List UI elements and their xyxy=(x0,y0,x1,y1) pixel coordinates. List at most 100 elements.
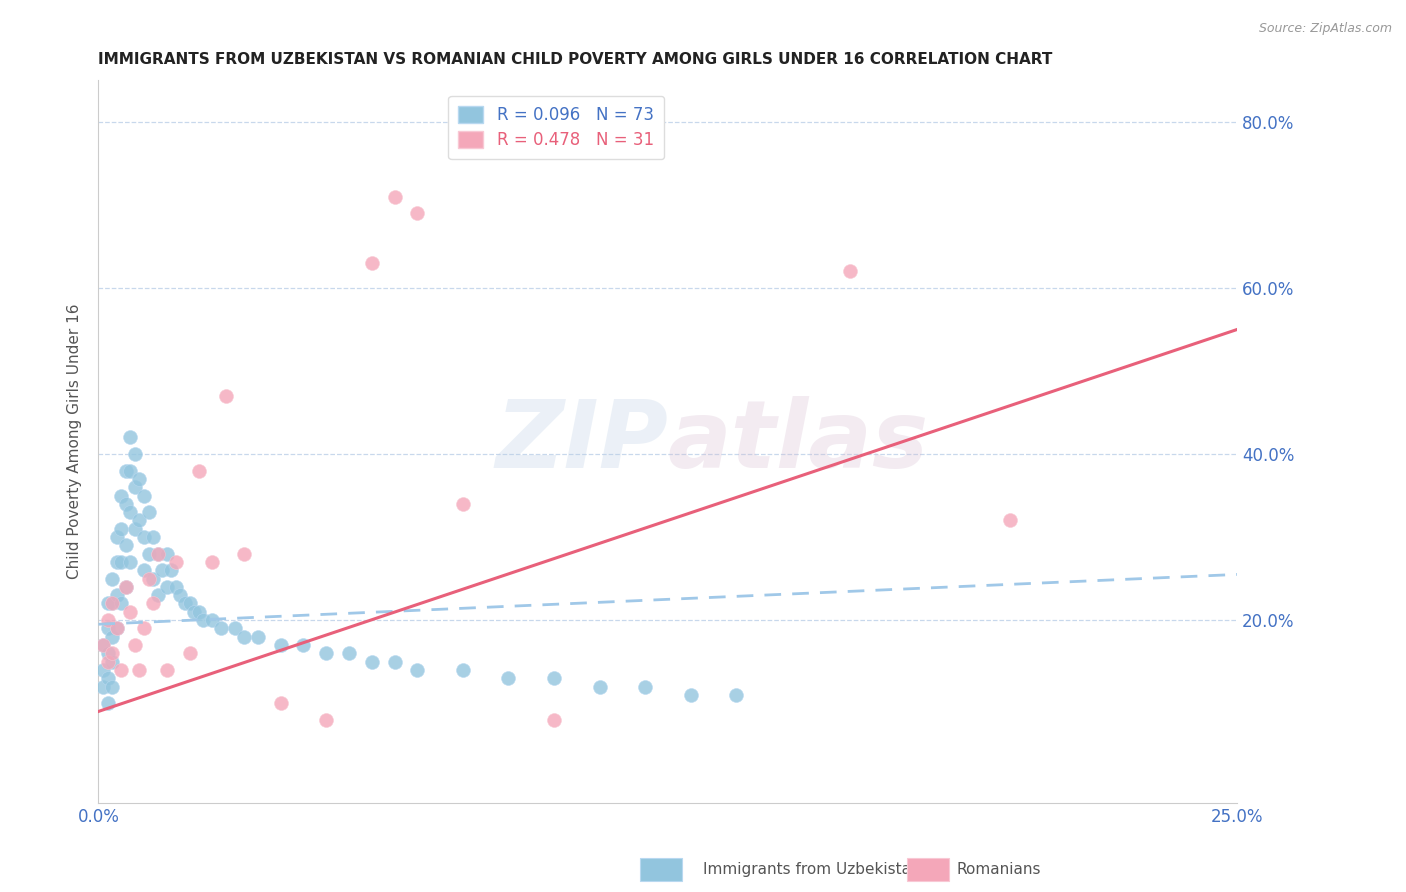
Point xyxy=(187,605,209,619)
Text: ZIP: ZIP xyxy=(495,395,668,488)
Point xyxy=(406,206,429,220)
Point xyxy=(101,630,124,644)
Point xyxy=(634,680,657,694)
Y-axis label: Child Poverty Among Girls Under 16: Child Poverty Among Girls Under 16 xyxy=(67,304,83,579)
Point xyxy=(96,621,118,635)
Point xyxy=(128,663,150,677)
Point xyxy=(142,530,165,544)
Point xyxy=(124,480,146,494)
Point xyxy=(124,447,146,461)
Point xyxy=(96,696,118,710)
Point xyxy=(110,597,132,611)
Point xyxy=(110,555,132,569)
Point xyxy=(110,663,132,677)
Point xyxy=(132,530,155,544)
Point xyxy=(209,621,232,635)
Point xyxy=(406,663,429,677)
Point xyxy=(138,547,160,561)
Point xyxy=(105,621,128,635)
Point xyxy=(142,597,165,611)
Point xyxy=(96,646,118,660)
Point xyxy=(998,513,1021,527)
Point xyxy=(543,671,565,685)
Point xyxy=(96,655,118,669)
Point xyxy=(114,580,136,594)
Point xyxy=(179,597,201,611)
Point xyxy=(138,572,160,586)
Point xyxy=(150,563,173,577)
Point xyxy=(156,663,179,677)
Point xyxy=(101,655,124,669)
Point xyxy=(169,588,191,602)
Point xyxy=(156,547,179,561)
Point xyxy=(105,588,128,602)
Point xyxy=(384,655,406,669)
Point xyxy=(101,680,124,694)
Point xyxy=(105,621,128,635)
Point xyxy=(360,256,382,270)
Point xyxy=(165,555,187,569)
Point xyxy=(120,505,142,519)
Point xyxy=(114,538,136,552)
Point xyxy=(91,638,114,652)
Point xyxy=(120,430,142,444)
Point xyxy=(124,638,146,652)
Point xyxy=(187,464,209,478)
Point xyxy=(193,613,215,627)
Point xyxy=(101,572,124,586)
Point xyxy=(114,464,136,478)
Text: atlas: atlas xyxy=(668,395,929,488)
Point xyxy=(179,646,201,660)
Point xyxy=(114,580,136,594)
Point xyxy=(91,663,114,677)
Point xyxy=(201,613,224,627)
Point xyxy=(101,597,124,611)
Point xyxy=(101,597,124,611)
Point xyxy=(543,713,565,727)
Point xyxy=(233,547,256,561)
Point xyxy=(132,621,155,635)
Point xyxy=(91,680,114,694)
Point xyxy=(183,605,205,619)
Point xyxy=(105,530,128,544)
Point xyxy=(156,580,179,594)
Point xyxy=(138,505,160,519)
Point xyxy=(160,563,183,577)
Point xyxy=(146,547,169,561)
Point xyxy=(96,597,118,611)
Point xyxy=(128,513,150,527)
Point xyxy=(114,497,136,511)
Point xyxy=(132,489,155,503)
Point xyxy=(360,655,382,669)
Point xyxy=(224,621,246,635)
Point xyxy=(96,671,118,685)
Point xyxy=(201,555,224,569)
Point xyxy=(105,555,128,569)
Point xyxy=(233,630,256,644)
Point xyxy=(270,638,292,652)
Point xyxy=(588,680,610,694)
Text: Source: ZipAtlas.com: Source: ZipAtlas.com xyxy=(1258,22,1392,36)
Point xyxy=(498,671,520,685)
Point xyxy=(725,688,748,702)
Point xyxy=(120,605,142,619)
Legend: R = 0.096   N = 73, R = 0.478   N = 31: R = 0.096 N = 73, R = 0.478 N = 31 xyxy=(449,95,664,159)
Point xyxy=(132,563,155,577)
Point xyxy=(315,713,337,727)
Point xyxy=(110,522,132,536)
Point xyxy=(96,613,118,627)
Point xyxy=(315,646,337,660)
Point xyxy=(101,646,124,660)
Point xyxy=(839,264,862,278)
Point xyxy=(120,464,142,478)
Point xyxy=(292,638,315,652)
Text: Romanians: Romanians xyxy=(956,863,1040,877)
Point xyxy=(128,472,150,486)
Point xyxy=(215,389,238,403)
Point xyxy=(124,522,146,536)
Point xyxy=(142,572,165,586)
Point xyxy=(384,189,406,203)
Point xyxy=(270,696,292,710)
Point xyxy=(679,688,702,702)
Point xyxy=(146,547,169,561)
